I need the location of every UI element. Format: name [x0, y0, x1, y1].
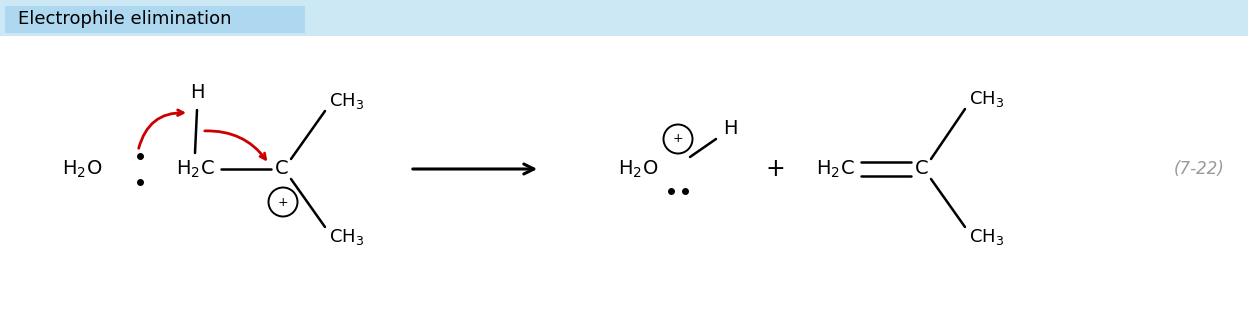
- Text: C: C: [915, 160, 929, 178]
- Text: +: +: [765, 157, 785, 181]
- FancyBboxPatch shape: [0, 36, 1248, 331]
- Text: CH$_3$: CH$_3$: [329, 91, 364, 111]
- FancyBboxPatch shape: [5, 6, 305, 33]
- Text: H$_2$O: H$_2$O: [62, 158, 102, 180]
- Text: (7-22): (7-22): [1174, 160, 1226, 178]
- Text: C: C: [276, 160, 288, 178]
- Text: CH$_3$: CH$_3$: [968, 89, 1005, 109]
- Text: +: +: [673, 132, 684, 146]
- Text: CH$_3$: CH$_3$: [968, 227, 1005, 247]
- Text: H$_2$O: H$_2$O: [618, 158, 659, 180]
- Text: H$_2$C: H$_2$C: [816, 158, 855, 180]
- Text: H: H: [190, 83, 205, 103]
- Text: H: H: [723, 119, 738, 138]
- Text: Electrophile elimination: Electrophile elimination: [17, 10, 231, 28]
- Text: +: +: [278, 196, 288, 209]
- Text: CH$_3$: CH$_3$: [329, 227, 364, 247]
- Text: H$_2$C: H$_2$C: [176, 158, 215, 180]
